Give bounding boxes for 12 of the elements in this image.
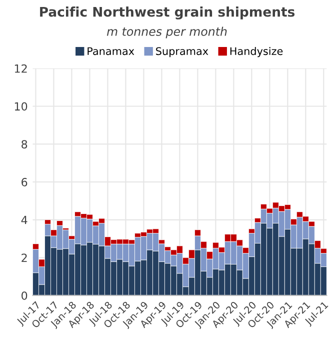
y-tick-label: 10 xyxy=(14,102,28,111)
y-tick-label: 2 xyxy=(22,254,27,262)
legend-label: Supramax xyxy=(156,47,208,58)
y-tick-label: 8 xyxy=(22,140,28,148)
y-tick-label: 0 xyxy=(22,291,28,300)
chart-title: Pacific Northwest grain shipments xyxy=(40,6,295,20)
y-tick-label: 12 xyxy=(14,64,27,73)
legend-label: Handysize xyxy=(230,47,283,58)
chart-subtitle: m tonnes per month xyxy=(106,26,227,38)
y-tick-label: 6 xyxy=(22,178,28,186)
y-tick-label: 4 xyxy=(21,216,28,224)
legend-label: Panamax xyxy=(88,47,134,56)
